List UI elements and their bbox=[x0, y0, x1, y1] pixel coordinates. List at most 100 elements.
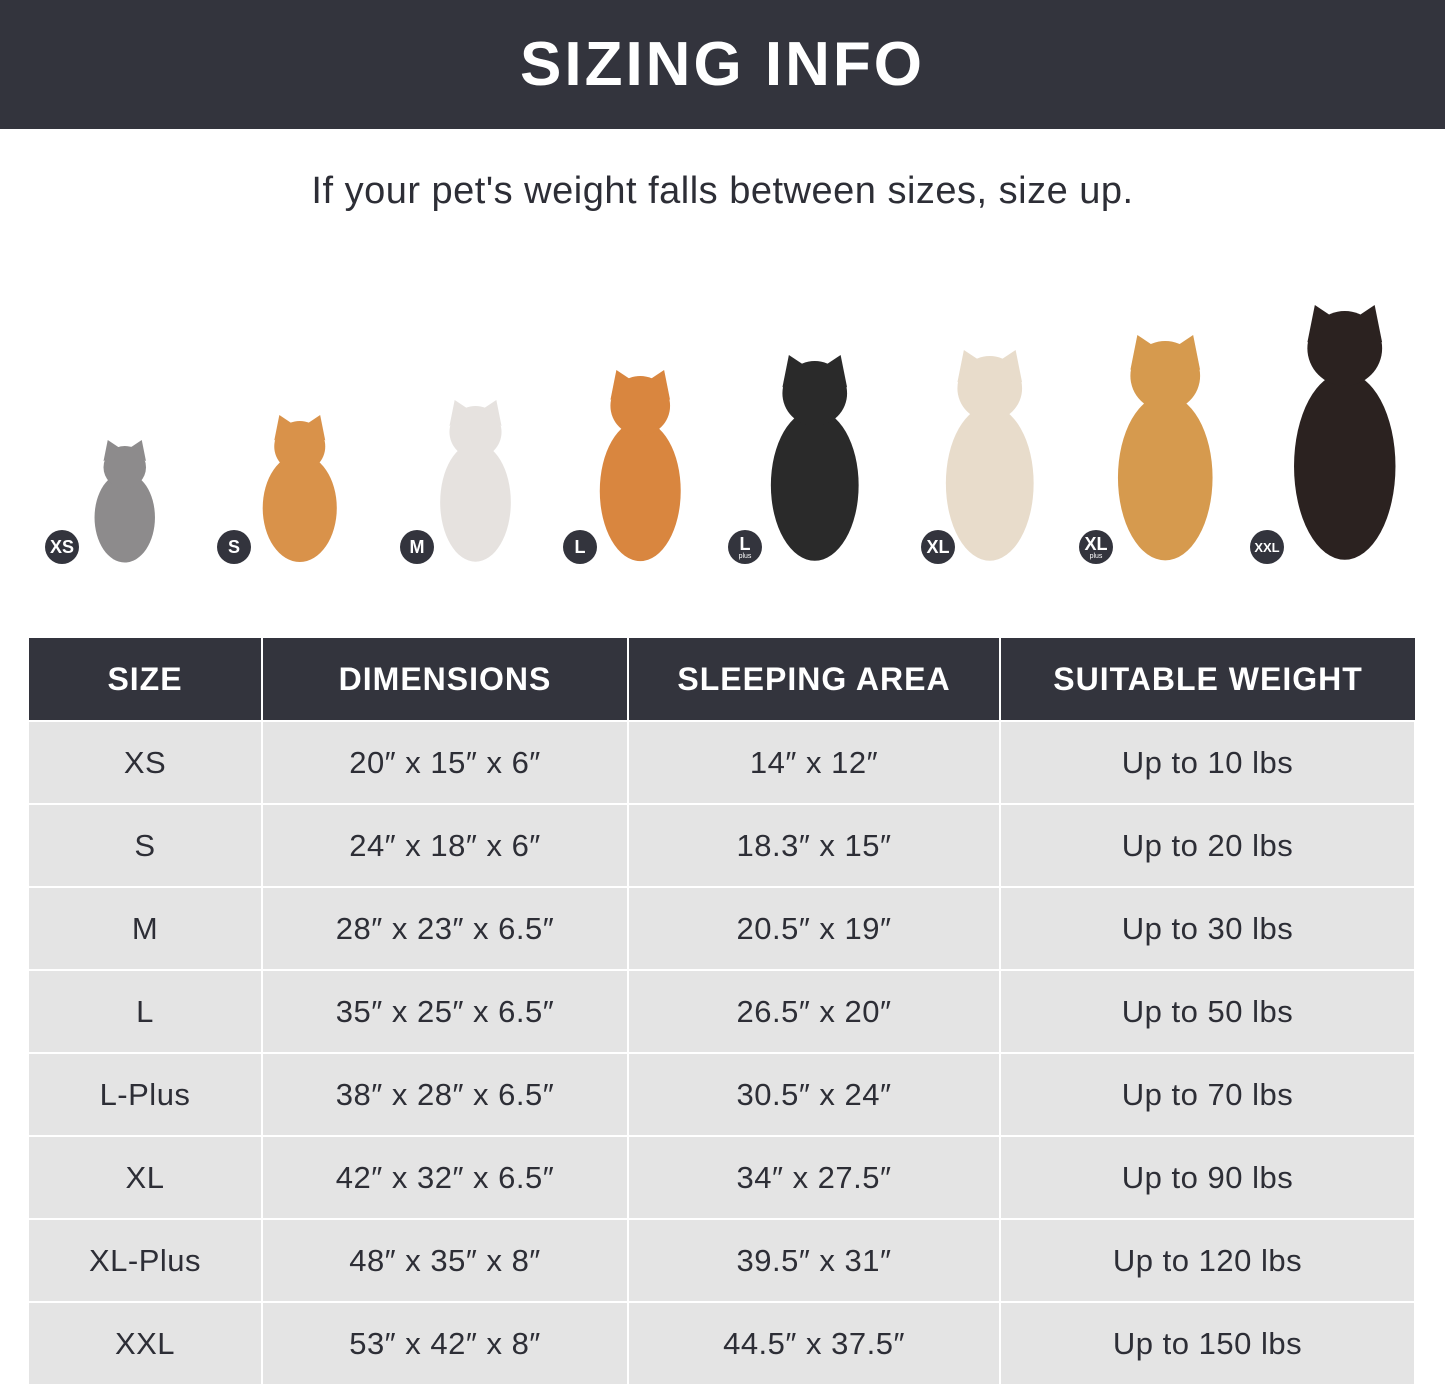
size-badge: XL plus bbox=[1079, 530, 1113, 564]
table-header-row: SIZE DIMENSIONS SLEEPING AREA SUITABLE W… bbox=[29, 638, 1415, 721]
cell-size: XL bbox=[29, 1135, 263, 1220]
golden-retriever-head bbox=[1130, 341, 1200, 411]
cell-size: XXL bbox=[29, 1301, 263, 1386]
header-suitable-weight: SUITABLE WEIGHT bbox=[999, 638, 1415, 721]
size-badge-label: XL bbox=[1084, 533, 1108, 554]
cell-size: L bbox=[29, 969, 263, 1054]
labrador-ear bbox=[996, 350, 1023, 383]
size-badge-label: L bbox=[739, 533, 751, 554]
cell-size: XS bbox=[29, 720, 263, 805]
shiba-inu-head bbox=[610, 376, 670, 436]
cell-dimensions: 38″ x 28″ x 6.5″ bbox=[261, 1052, 629, 1137]
cell-suitable-weight: Up to 10 lbs bbox=[999, 720, 1416, 805]
cell-suitable-weight: Up to 90 lbs bbox=[999, 1135, 1416, 1220]
shiba-inu-body bbox=[599, 420, 681, 562]
shiba-inu-image bbox=[599, 370, 681, 562]
table-row: XS 20″ x 15″ x 6″ 14″ x 12″ Up to 10 lbs bbox=[29, 720, 1416, 805]
header-size: SIZE bbox=[29, 638, 262, 721]
cat-image bbox=[94, 440, 156, 563]
pomeranian-image bbox=[262, 415, 338, 562]
cell-suitable-weight: Up to 20 lbs bbox=[999, 803, 1416, 888]
title-banner: SIZING INFO bbox=[0, 0, 1445, 129]
pomeranian-ear bbox=[305, 415, 326, 441]
french-bulldog-image bbox=[439, 400, 511, 562]
table-row: S 24″ x 18″ x 6″ 18.3″ x 15″ Up to 20 lbs bbox=[29, 803, 1416, 888]
cat-body bbox=[94, 472, 156, 563]
table-row: XL-Plus 48″ x 35″ x 8″ 39.5″ x 31″ Up to 12… bbox=[29, 1218, 1416, 1303]
cell-sleeping-area: 18.3″ x 15″ bbox=[627, 803, 1001, 888]
doberman-image bbox=[1294, 305, 1396, 560]
pomeranian-ear bbox=[274, 415, 295, 441]
cell-size: XL-Plus bbox=[29, 1218, 263, 1303]
golden-retriever-ear bbox=[1130, 335, 1159, 370]
cell-dimensions: 48″ x 35″ x 8″ bbox=[261, 1218, 629, 1303]
golden-retriever-image bbox=[1117, 335, 1213, 561]
cell-sleeping-area: 30.5″ x 24″ bbox=[627, 1052, 1001, 1137]
cell-suitable-weight: Up to 70 lbs bbox=[999, 1052, 1416, 1137]
cell-dimensions: 35″ x 25″ x 6.5″ bbox=[261, 969, 629, 1054]
doberman-body bbox=[1294, 372, 1396, 560]
size-badge-label: XXL bbox=[1254, 539, 1280, 555]
table-row: L-Plus 38″ x 28″ x 6.5″ 30.5″ x 24″ Up to 7… bbox=[29, 1052, 1416, 1137]
cell-size: M bbox=[29, 886, 263, 971]
size-badge-label: XS bbox=[49, 537, 74, 557]
labrador-head bbox=[957, 356, 1023, 421]
cell-dimensions: 53″ x 42″ x 8″ bbox=[261, 1301, 629, 1386]
doberman-ear bbox=[1307, 305, 1338, 343]
border-collie-ear bbox=[821, 355, 848, 388]
cell-size: L-Plus bbox=[29, 1052, 263, 1137]
cat-ear bbox=[129, 440, 147, 462]
french-bulldog-ear bbox=[480, 400, 502, 427]
cell-sleeping-area: 34″ x 27.5″ bbox=[627, 1135, 1001, 1220]
golden-retriever-ear bbox=[1171, 335, 1200, 370]
size-badge-sub: plus bbox=[738, 552, 752, 560]
cell-suitable-weight: Up to 150 lbs bbox=[999, 1301, 1416, 1386]
border-collie-body bbox=[771, 409, 859, 561]
size-badge-label: L bbox=[574, 537, 586, 557]
doberman-ear bbox=[1352, 305, 1383, 343]
border-collie-image bbox=[771, 355, 859, 561]
border-collie-ear bbox=[782, 355, 809, 388]
cat-ear bbox=[103, 440, 121, 462]
french-bulldog-head bbox=[448, 406, 502, 459]
cell-suitable-weight: Up to 120 lbs bbox=[999, 1218, 1416, 1303]
size-badge: L bbox=[563, 530, 597, 564]
table-row: XL 42″ x 32″ x 6.5″ 34″ x 27.5″ Up to 90 lb… bbox=[29, 1135, 1416, 1220]
cell-suitable-weight: Up to 50 lbs bbox=[999, 969, 1416, 1054]
doberman-head bbox=[1307, 311, 1383, 386]
labrador-ear bbox=[957, 350, 984, 383]
size-badge-label: S bbox=[227, 537, 240, 557]
french-bulldog-body bbox=[439, 442, 511, 562]
cell-sleeping-area: 44.5″ x 37.5″ bbox=[627, 1301, 1001, 1386]
size-badge: M bbox=[400, 530, 434, 564]
cell-dimensions: 42″ x 32″ x 6.5″ bbox=[261, 1135, 629, 1220]
header-sleeping-area: SLEEPING AREA bbox=[627, 638, 1000, 721]
sizing-advice: If your pet's weight falls between sizes… bbox=[311, 170, 1134, 212]
size-badge: XL bbox=[921, 530, 955, 564]
cell-sleeping-area: 20.5″ x 19″ bbox=[627, 886, 1001, 971]
size-badge: XS bbox=[45, 530, 79, 564]
size-badge: XXL bbox=[1250, 530, 1284, 564]
cell-sleeping-area: 39.5″ x 31″ bbox=[627, 1218, 1001, 1303]
labrador-body bbox=[946, 405, 1034, 561]
cell-dimensions: 28″ x 23″ x 6.5″ bbox=[261, 886, 629, 971]
table-row: M 28″ x 23″ x 6.5″ 20.5″ x 19″ Up to 30 lbs bbox=[29, 886, 1416, 971]
size-badge-sub: plus bbox=[1089, 552, 1103, 560]
cell-dimensions: 24″ x 18″ x 6″ bbox=[261, 803, 629, 888]
size-badge-label: M bbox=[409, 537, 425, 557]
cell-size: S bbox=[29, 803, 263, 888]
golden-retriever-body bbox=[1117, 394, 1213, 561]
cat-head bbox=[103, 446, 147, 489]
french-bulldog-ear bbox=[448, 400, 470, 427]
border-collie-head bbox=[782, 361, 848, 426]
pomeranian-body bbox=[262, 454, 338, 562]
table-row: L 35″ x 25″ x 6.5″ 26.5″ x 20″ Up to 50 lbs bbox=[29, 969, 1416, 1054]
shiba-inu-ear bbox=[610, 370, 635, 400]
cell-sleeping-area: 26.5″ x 20″ bbox=[627, 969, 1001, 1054]
cell-sleeping-area: 14″ x 12″ bbox=[627, 720, 1001, 805]
header-dimensions: DIMENSIONS bbox=[261, 638, 628, 721]
shiba-inu-ear bbox=[645, 370, 670, 400]
size-badge-label: XL bbox=[926, 537, 950, 557]
sizing-table: SIZE DIMENSIONS SLEEPING AREA SUITABLE W… bbox=[29, 638, 1416, 1386]
